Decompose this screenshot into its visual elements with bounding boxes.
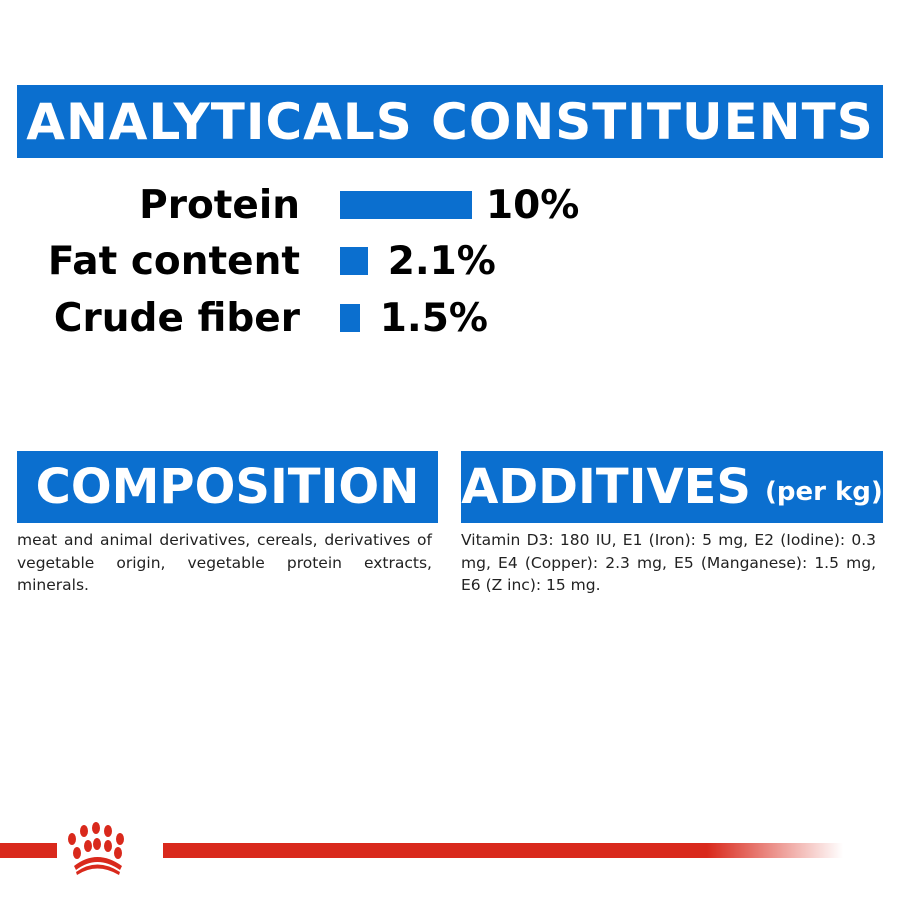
composition-text: meat and animal derivatives, cereals, de… <box>17 531 432 594</box>
additives-title: ADDITIVES <box>461 459 751 515</box>
constituent-bar <box>340 191 472 219</box>
additives-subtitle: (per kg) <box>765 477 883 507</box>
constituent-row-protein: Protein 10% <box>0 183 900 233</box>
brand-line-right <box>163 843 843 858</box>
banner-title: ANALYTICALS CONSTITUENTS <box>26 92 874 151</box>
additives-banner: ADDITIVES (per kg) <box>461 451 883 523</box>
brand-line-left <box>0 843 57 858</box>
constituent-row-fiber: Crude fiber 1.5% <box>0 296 900 346</box>
constituent-label: Crude fiber <box>53 296 300 341</box>
constituent-row-fat: Fat content 2.1% <box>0 239 900 289</box>
constituent-label: Protein <box>139 183 300 228</box>
composition-banner: COMPOSITION <box>17 451 438 523</box>
composition-title: COMPOSITION <box>35 459 420 515</box>
constituent-bar <box>340 304 360 332</box>
additives-text: Vitamin D3: 180 IU, E1 (Iron): 5 mg, E2 … <box>461 531 876 594</box>
constituent-value: 2.1% <box>387 239 496 284</box>
constituent-value: 1.5% <box>379 296 488 341</box>
constituent-label: Fat content <box>47 239 300 284</box>
constituent-bar <box>340 247 368 275</box>
analytical-constituents-banner: ANALYTICALS CONSTITUENTS <box>17 85 883 158</box>
constituent-value: 10% <box>486 183 580 228</box>
royal-crown-logo-icon <box>68 822 124 875</box>
